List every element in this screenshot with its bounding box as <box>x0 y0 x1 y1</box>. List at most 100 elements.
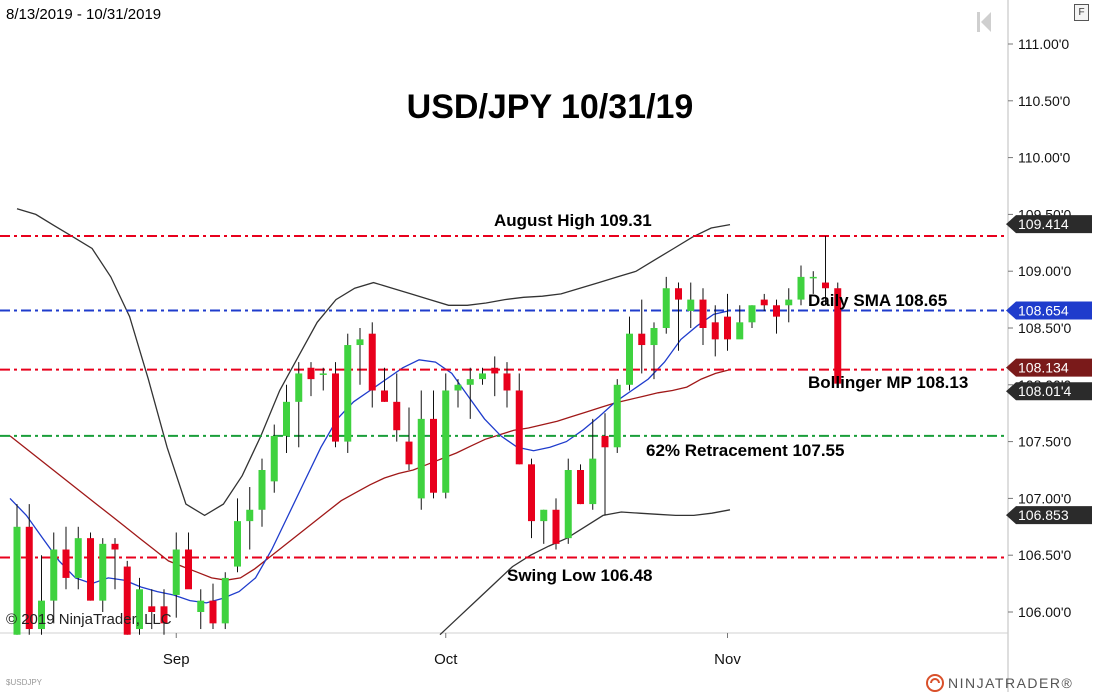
candle-body <box>209 600 217 624</box>
series-bollinger-mp <box>9 368 731 581</box>
candle-body <box>442 390 450 493</box>
candle-body <box>172 549 180 595</box>
logo-text: NINJATRADER® <box>948 675 1074 691</box>
candle-body <box>834 288 842 384</box>
candle-body <box>283 401 290 436</box>
candle-body <box>626 333 633 385</box>
candle-body <box>25 526 33 630</box>
candle-body <box>258 470 266 510</box>
candle-body <box>185 549 192 590</box>
y-tick-label: 110.50'0 <box>1018 93 1070 109</box>
candle-body <box>99 543 107 601</box>
scroll-to-end-icon[interactable] <box>977 12 991 32</box>
candle-body <box>662 288 670 328</box>
candle-body <box>50 549 58 601</box>
x-tick-label: Sep <box>163 651 190 668</box>
date-range: 8/13/2019 - 10/31/2019 <box>6 6 162 23</box>
candle-body <box>699 299 707 328</box>
candle-body <box>319 373 327 375</box>
price-tag: 108.01'4 <box>1006 382 1092 401</box>
price-tag-label: 108.654 <box>1018 303 1069 319</box>
candle-body <box>307 367 315 380</box>
candle-body <box>601 435 609 448</box>
price-tag-label: 108.134 <box>1018 360 1069 376</box>
candle-body <box>613 384 621 448</box>
y-tick-label: 111.00'0 <box>1018 36 1069 52</box>
candle-body <box>87 538 94 601</box>
candle-body <box>760 299 768 306</box>
series-bollinger-lower <box>439 509 731 636</box>
y-tick-label: 106.50'0 <box>1018 547 1071 563</box>
candle-body <box>577 470 584 505</box>
candle-body <box>344 345 352 442</box>
chart-title: USD/JPY 10/31/19 <box>406 88 694 126</box>
y-tick-label: 109.00'0 <box>1018 263 1071 279</box>
candle-body <box>246 509 254 522</box>
candle-body <box>417 418 425 499</box>
candle-body <box>123 566 131 635</box>
candle-body <box>381 390 388 402</box>
y-tick-label: 110.00'0 <box>1018 150 1070 166</box>
candle-body <box>332 373 339 442</box>
candle-body <box>430 418 437 493</box>
candle-body <box>356 339 364 346</box>
candle-body <box>393 401 401 431</box>
price-tag-bg <box>1006 301 1092 320</box>
candle-body <box>13 526 21 635</box>
price-tag: 106.853 <box>1006 506 1092 525</box>
candle-body <box>197 600 205 612</box>
candle-body <box>797 276 805 300</box>
candle-body <box>405 441 413 465</box>
candle-body <box>74 538 82 578</box>
candle-body <box>111 543 119 550</box>
x-tick-label: Oct <box>434 651 458 668</box>
x-tick-label: Nov <box>714 651 741 668</box>
price-tag: 109.414 <box>1006 215 1092 234</box>
annotation-swing-low: Swing Low 106.48 <box>507 566 653 585</box>
copyright-text: © 2019 NinjaTrader, LLC <box>6 611 172 628</box>
candle-body <box>589 458 597 505</box>
candle-body <box>221 577 229 624</box>
candle-body <box>136 589 143 630</box>
candle-body <box>675 288 682 300</box>
candle-body <box>785 299 793 306</box>
candle-body <box>650 328 658 346</box>
candle-body <box>454 384 462 391</box>
candle-body <box>540 509 548 522</box>
y-tick-label: 106.00'0 <box>1018 604 1071 620</box>
annotation-bollinger-mp: Bollinger MP 108.13 <box>808 373 969 392</box>
candle-body <box>479 373 486 380</box>
y-tick-label: 107.00'0 <box>1018 490 1071 506</box>
series-bollinger-upper <box>16 208 731 517</box>
candle-body <box>270 435 278 482</box>
candle-body <box>736 322 744 340</box>
candle-body <box>773 305 780 317</box>
price-tag: 108.654 <box>1006 301 1092 320</box>
candle-body <box>638 333 646 346</box>
price-tag-bg <box>1006 358 1092 377</box>
candle-body <box>724 316 731 340</box>
price-tag-label: 106.853 <box>1018 507 1069 523</box>
annotation-august-high: August High 109.31 <box>494 211 652 230</box>
annotation-daily-sma: Daily SMA 108.65 <box>808 291 948 310</box>
ninja-star-icon <box>926 674 944 692</box>
price-tag-bg <box>1006 506 1092 525</box>
flag-button[interactable]: F <box>1074 4 1089 21</box>
y-tick-label: 107.50'0 <box>1018 434 1071 450</box>
candle-body <box>38 600 45 630</box>
y-tick-label: 108.50'0 <box>1018 320 1071 336</box>
price-tag-bg <box>1006 215 1092 234</box>
candle-body <box>687 299 695 311</box>
candle-body <box>160 606 168 624</box>
price-tag-bg <box>1006 382 1092 401</box>
price-tag-label: 108.01'4 <box>1018 383 1071 399</box>
candle-body <box>809 276 817 279</box>
candle-body <box>466 379 474 385</box>
price-tag: 108.134 <box>1006 358 1092 377</box>
candle-body <box>295 373 303 402</box>
candle-body <box>748 305 756 323</box>
candle-body <box>148 606 156 612</box>
candle-body <box>552 509 560 544</box>
candle-body <box>234 521 241 567</box>
